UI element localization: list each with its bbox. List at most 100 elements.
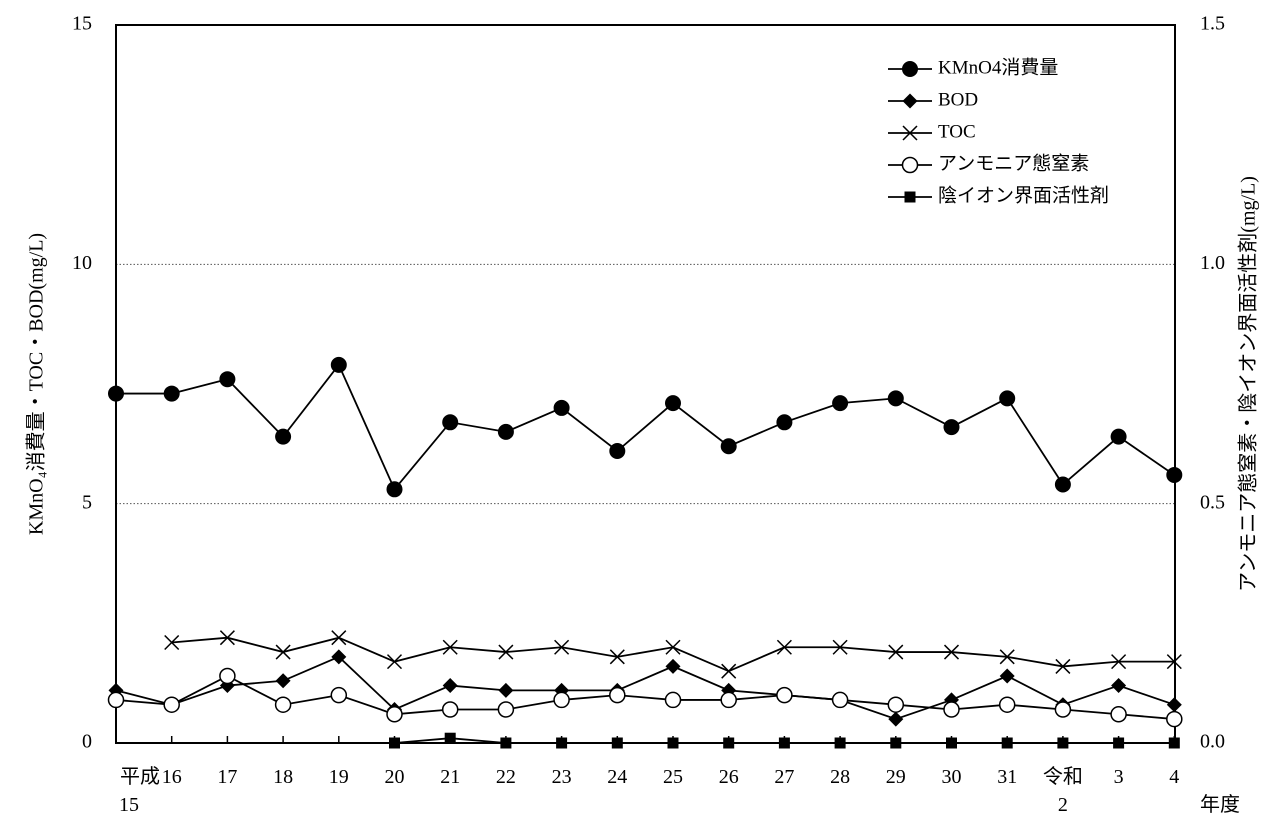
legend-entry: KMnO4消費量 (888, 56, 1058, 78)
data-point (664, 691, 682, 709)
data-point (1057, 737, 1069, 749)
data-point (1111, 678, 1127, 694)
x-tick-label: 22 (496, 766, 516, 788)
data-point (943, 419, 960, 436)
y-left-tick-label: 5 (82, 491, 92, 513)
data-point (999, 668, 1015, 684)
legend-marker (904, 191, 916, 203)
data-point (330, 356, 347, 373)
series-1 (108, 649, 1182, 727)
data-point (665, 639, 681, 655)
data-point (723, 737, 735, 749)
legend-marker (902, 125, 918, 141)
data-point (553, 691, 570, 709)
data-point (832, 395, 849, 412)
data-point (386, 481, 403, 498)
data-point (776, 686, 793, 704)
legend-label: アンモニア態窒素 (938, 152, 1089, 174)
x-tick-label: 3 (1114, 766, 1124, 788)
data-point (163, 385, 180, 402)
data-point (1055, 658, 1071, 674)
data-point (556, 737, 568, 749)
plot-area-frame (115, 24, 1176, 744)
y-right-tick-label: 1.0 (1200, 252, 1225, 274)
series-line (116, 363, 1175, 491)
data-point (888, 644, 904, 660)
data-point (498, 644, 514, 660)
legend-entry: 陰イオン界面活性剤 (888, 184, 1109, 206)
legend-label: 陰イオン界面活性剤 (938, 184, 1109, 206)
series-2 (164, 630, 1182, 679)
data-point (554, 639, 570, 655)
data-point (330, 686, 348, 704)
data-point (500, 737, 512, 749)
data-point (720, 691, 737, 709)
data-point (778, 737, 790, 749)
data-point (1166, 654, 1182, 670)
legend-marker (902, 61, 918, 77)
data-point (219, 371, 236, 388)
data-point (609, 686, 626, 704)
series-0 (108, 356, 1183, 498)
x-tick-label: 18 (273, 766, 293, 788)
data-series (107, 356, 1183, 749)
data-point (611, 737, 623, 749)
x-tick-label: 30 (942, 766, 962, 788)
series-4 (389, 732, 1180, 749)
series-line (115, 674, 1175, 720)
data-point (389, 737, 400, 749)
data-point (275, 673, 291, 689)
data-point (331, 649, 347, 665)
y-left-tick-label: 0 (82, 731, 92, 753)
data-point (998, 696, 1016, 713)
legend-marker (902, 93, 918, 109)
data-point (442, 639, 458, 655)
x-tick-label: 21 (440, 766, 460, 788)
data-point (999, 649, 1015, 665)
data-point (497, 423, 514, 440)
data-point (219, 667, 236, 685)
x-tick-label: 24 (607, 766, 627, 788)
data-point (720, 438, 737, 455)
y-right-tick-label: 0.0 (1200, 731, 1225, 753)
x-tick-label-line2: 15 (119, 794, 139, 816)
data-point (665, 658, 681, 674)
data-point (1111, 654, 1127, 670)
data-point (107, 691, 125, 709)
legend-label: BOD (938, 89, 978, 110)
data-point (776, 414, 793, 431)
data-point (386, 654, 403, 670)
data-point (219, 630, 235, 646)
x-tick-label: 19 (329, 766, 349, 788)
data-point (665, 395, 681, 412)
legend-entry: TOC (888, 121, 976, 142)
x-axis-title: 年度 (1200, 793, 1240, 816)
y-left-tick-label: 10 (72, 252, 92, 274)
y-axis-left-title: KMnO₄消費量・TOC・BOD(mg/L) (25, 233, 48, 535)
legend-entry: BOD (888, 89, 978, 110)
data-point (1054, 701, 1072, 718)
data-point (275, 644, 291, 660)
data-point (943, 701, 960, 718)
y-left-tick-label: 15 (72, 13, 92, 35)
data-point (943, 644, 960, 660)
x-tick-label: 4 (1169, 766, 1179, 788)
data-point (1166, 466, 1183, 483)
x-tick-label-line2: 2 (1058, 794, 1068, 816)
y-right-tick-label: 1.5 (1200, 13, 1225, 35)
data-point (946, 737, 957, 749)
x-tick-label: 26 (719, 766, 739, 788)
legend-entry: アンモニア態窒素 (888, 152, 1089, 174)
data-point (497, 701, 515, 718)
data-point (1113, 737, 1125, 749)
data-point (442, 414, 459, 431)
data-point (1166, 697, 1182, 713)
x-tick-label: 27 (774, 766, 794, 788)
x-tick-label: 平成 (120, 765, 160, 788)
x-tick-label: 29 (886, 766, 906, 788)
data-point (108, 385, 124, 402)
data-point (498, 682, 514, 698)
data-point (999, 390, 1016, 407)
